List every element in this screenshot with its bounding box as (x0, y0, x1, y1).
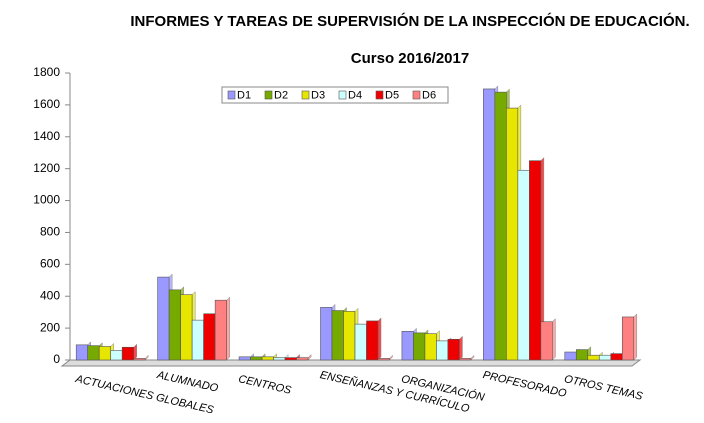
bar (331, 310, 344, 361)
bar (366, 320, 379, 361)
bar (250, 356, 263, 361)
bar (343, 311, 356, 361)
bar (180, 294, 193, 361)
bar-side (307, 354, 312, 361)
bar (621, 316, 635, 361)
bar (587, 354, 600, 361)
bar (261, 356, 274, 361)
bar (354, 323, 367, 361)
y-tick-label: 200 (40, 320, 60, 334)
legend-swatch (301, 90, 310, 100)
bar (564, 351, 577, 361)
bar-side (470, 354, 475, 361)
chart-title: INFORMES Y TAREAS DE SUPERVISIÓN DE LA I… (130, 13, 690, 30)
bar (610, 353, 623, 361)
floor (60, 359, 642, 367)
bar (75, 344, 89, 361)
y-tick-label: 1800 (33, 65, 60, 79)
bar-side (377, 317, 382, 361)
x-tick-label: ALUMNADO (155, 369, 220, 395)
bar (506, 107, 519, 361)
bar-side (633, 313, 638, 361)
legend-label: D6 (422, 89, 436, 101)
x-tick-label: CENTROS (237, 373, 293, 397)
bar (529, 160, 542, 361)
legend-label: D5 (385, 89, 399, 101)
bar-side (226, 296, 230, 361)
bar (110, 350, 123, 361)
bar (157, 276, 170, 361)
bar (424, 333, 437, 361)
legend-swatch (375, 90, 384, 100)
y-tick-label: 1400 (33, 129, 60, 143)
bar (413, 332, 426, 361)
y-tick-label: 400 (40, 288, 60, 302)
x-tick-label: PROFESORADO (482, 369, 569, 400)
legend-label: D1 (237, 89, 251, 101)
bar (214, 299, 227, 361)
y-tick-label: 1600 (33, 97, 60, 111)
legend-swatch (412, 90, 421, 100)
y-tick-label: 1000 (33, 193, 60, 207)
bar (459, 358, 472, 361)
y-tick-label: 0 (53, 352, 60, 366)
bar (494, 91, 507, 361)
bar (168, 289, 181, 361)
legend-swatch (264, 90, 273, 100)
bar (98, 346, 112, 361)
x-tick-label: OTROS TEMAS (563, 373, 644, 403)
legend-label: D4 (348, 89, 362, 101)
bar (598, 354, 612, 361)
bar (575, 349, 589, 361)
bar (273, 357, 286, 361)
bar (203, 313, 216, 361)
bar (447, 338, 460, 361)
bar (87, 345, 100, 361)
y-tick-label: 600 (40, 257, 60, 271)
legend-box (221, 86, 449, 104)
bar (191, 319, 204, 361)
bar-side (389, 354, 393, 361)
bar (133, 358, 146, 361)
bar (238, 356, 251, 361)
bar (517, 169, 530, 361)
bar (401, 330, 414, 361)
bar (436, 340, 449, 361)
legend-label: D3 (311, 89, 325, 101)
bar-side (144, 354, 149, 361)
bar (121, 346, 135, 361)
legend: D1 D2 D3 D4 D5 D6 (221, 86, 449, 104)
bar (377, 358, 390, 361)
chart-subtitle: Curso 2016/2017 (350, 50, 470, 67)
bar (483, 88, 496, 361)
y-tick-label: 800 (40, 225, 60, 239)
y-tick-label: 1200 (33, 161, 60, 175)
legend-label: D2 (274, 89, 288, 101)
bar (540, 321, 553, 361)
bar-side (459, 335, 463, 361)
legend-swatch (338, 90, 347, 100)
bar (296, 357, 309, 361)
bar-side (133, 343, 137, 361)
bar (320, 307, 333, 361)
bar (284, 357, 297, 361)
bar-side (552, 318, 556, 361)
legend-swatch (227, 90, 236, 100)
